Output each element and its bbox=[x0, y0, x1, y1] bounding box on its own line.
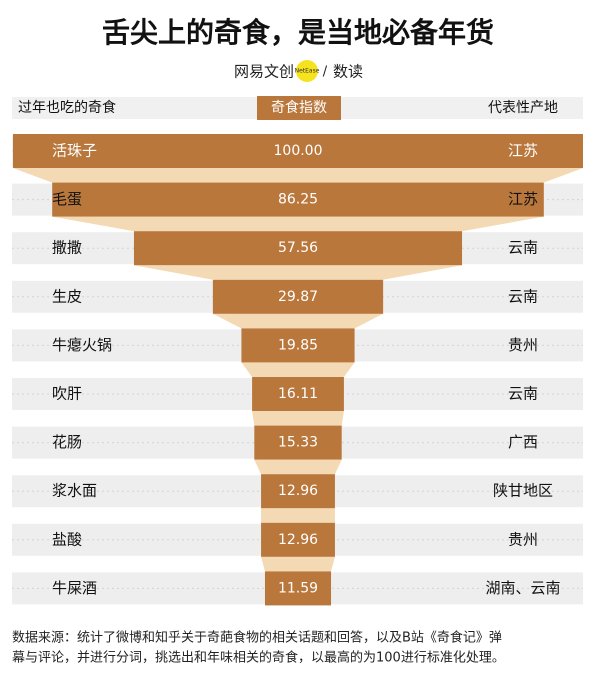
value-label: 12.96 bbox=[278, 483, 318, 499]
bar bbox=[254, 425, 342, 460]
region-label: 湖南、云南 bbox=[485, 579, 560, 597]
brand-separator: / bbox=[323, 65, 328, 80]
category-label: 撒撒 bbox=[52, 239, 82, 257]
bar bbox=[13, 134, 583, 168]
connector bbox=[212, 313, 384, 329]
chart-title: 舌尖上的奇食，是当地必备年货 bbox=[102, 16, 494, 49]
header-value-box bbox=[257, 96, 341, 120]
bars bbox=[13, 134, 583, 606]
value-label: 11.59 bbox=[278, 580, 318, 596]
category-label: 盐酸 bbox=[52, 530, 82, 548]
connector bbox=[52, 216, 544, 232]
connectors bbox=[13, 168, 583, 572]
category-label: 吹肝 bbox=[52, 385, 82, 403]
connector bbox=[13, 168, 583, 183]
region-label: 广西 bbox=[508, 433, 538, 451]
region-label: 贵州 bbox=[508, 530, 538, 548]
category-label: 生皮 bbox=[52, 287, 82, 305]
connector bbox=[261, 508, 335, 523]
bar bbox=[133, 231, 463, 266]
bar bbox=[52, 182, 544, 217]
category-label: 活珠子 bbox=[52, 142, 97, 160]
region-label: 云南 bbox=[508, 385, 538, 403]
brand-name: 网易文创 bbox=[234, 63, 294, 81]
value-label: 29.87 bbox=[278, 289, 318, 305]
connector bbox=[254, 459, 342, 475]
category-label: 牛瘪火锅 bbox=[52, 336, 112, 354]
category-label: 牛屎酒 bbox=[52, 579, 97, 597]
brand-column: 数读 bbox=[333, 63, 363, 81]
note: 数据来源：统计了微博和知乎关于奇葩食物的相关话题和回答，以及B站《奇食记》弹 bbox=[12, 630, 502, 646]
brand-badge-circle bbox=[296, 60, 318, 82]
header-category: 过年也吃的奇食 bbox=[18, 99, 116, 116]
connector bbox=[241, 362, 355, 377]
region-label: 江苏 bbox=[508, 190, 538, 208]
bar bbox=[252, 377, 344, 411]
bar bbox=[241, 328, 355, 363]
header-region: 代表性产地 bbox=[488, 100, 558, 116]
connector bbox=[261, 556, 335, 572]
header-value: 奇食指数 bbox=[271, 99, 327, 116]
value-label: 19.85 bbox=[278, 337, 318, 353]
region-label: 云南 bbox=[508, 239, 538, 257]
category-label: 花肠 bbox=[52, 433, 82, 451]
connector bbox=[252, 411, 344, 426]
bar bbox=[264, 571, 332, 606]
category-label: 毛蛋 bbox=[52, 190, 82, 208]
region-label: 云南 bbox=[508, 287, 538, 305]
bar bbox=[261, 522, 335, 557]
value-label: 100.00 bbox=[274, 143, 323, 159]
bar bbox=[261, 474, 335, 509]
value-label: 57.56 bbox=[278, 240, 318, 256]
value-label: 15.33 bbox=[278, 435, 318, 451]
region-label: 陕甘地区 bbox=[493, 482, 553, 500]
region-label: 江苏 bbox=[508, 142, 538, 160]
bar bbox=[212, 279, 384, 314]
connector bbox=[133, 265, 463, 280]
value-label: 16.11 bbox=[278, 386, 318, 402]
note: 幕与评论，并进行分词，挑选出和年味相关的奇食，以最高的为100进行标准化处理。 bbox=[12, 650, 505, 666]
category-label: 浆水面 bbox=[52, 482, 97, 500]
value-label: 12.96 bbox=[278, 532, 318, 548]
region-label: 贵州 bbox=[508, 336, 538, 354]
value-label: 86.25 bbox=[278, 192, 318, 208]
brand-badge: NetEase bbox=[295, 68, 320, 75]
